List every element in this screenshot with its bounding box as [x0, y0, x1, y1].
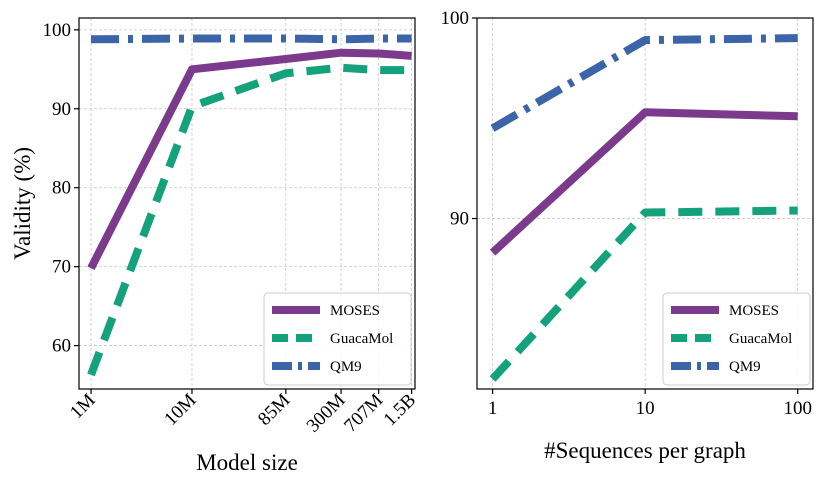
y-tick-label: 80 [52, 178, 71, 199]
x-tick-label: 10M [160, 390, 200, 430]
legend: MOSES GuacaMol QM9 [263, 292, 412, 386]
legend-label-moses: MOSES [729, 303, 779, 319]
y-tick-label: 90 [52, 99, 71, 120]
y-tick-label: 60 [52, 336, 71, 357]
legend: MOSES GuacaMol QM9 [662, 292, 811, 386]
x-tick-label: 707M [340, 390, 387, 437]
x-tick-label: 300M [303, 390, 350, 437]
legend-label-moses: MOSES [330, 303, 380, 319]
series-line-guacamol [87, 63, 412, 377]
y-tick-label: 100 [43, 20, 72, 41]
series-line-qm9 [490, 34, 798, 132]
y-axis-label: Validity (%) [10, 147, 35, 260]
x-tick-label: 10 [636, 398, 655, 419]
x-tick-label: 1M [66, 390, 100, 424]
legend-label-qm9: QM9 [729, 359, 761, 375]
x-axis-label: Model size [196, 450, 298, 475]
x-tick-label: 85M [254, 390, 294, 430]
x-tick-label: 1 [488, 398, 498, 419]
series-line-guacamol [489, 206, 798, 382]
y-tick-label: 90 [450, 209, 469, 230]
series-line-moses [87, 48, 412, 271]
y-tick-label: 100 [441, 8, 470, 29]
x-tick-label: 1.5B [380, 390, 421, 431]
legend-label-qm9: QM9 [330, 359, 362, 375]
legend-label-guacamol: GuacaMol [729, 331, 792, 347]
x-axis-label: #Sequences per graph [544, 438, 746, 463]
x-tick-label: 100 [783, 398, 812, 419]
series-line-qm9 [90, 34, 412, 44]
legend-label-guacamol: GuacaMol [330, 331, 393, 347]
y-tick-label: 70 [52, 257, 71, 278]
plot-frame [78, 17, 416, 390]
series-line-moses [489, 108, 798, 256]
